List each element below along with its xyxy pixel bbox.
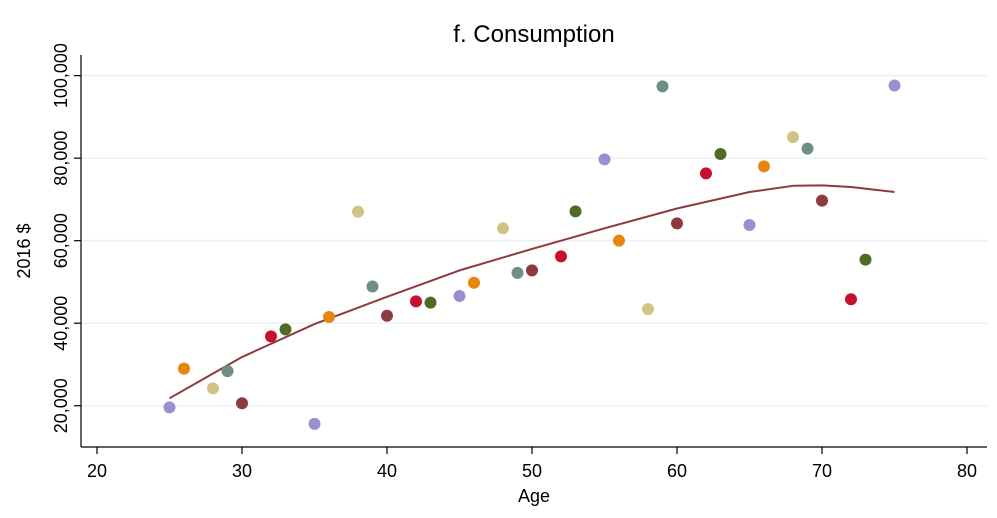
data-point [323, 311, 335, 324]
data-point [410, 295, 422, 308]
x-tick-label: 70 [812, 461, 832, 481]
y-axis-label: 2016 $ [14, 223, 34, 278]
grid [81, 74, 987, 407]
data-point [787, 131, 799, 144]
scatter-points [163, 79, 901, 430]
data-point [511, 266, 524, 279]
fit-line [169, 184, 895, 400]
data-point [671, 217, 683, 230]
y-tick-label: 80,000 [51, 131, 71, 186]
fit-line-group [169, 184, 895, 400]
data-point [308, 417, 321, 430]
data-point [352, 205, 364, 218]
y-tick-label: 40,000 [51, 296, 71, 351]
data-point [700, 167, 712, 180]
data-point [758, 160, 770, 173]
y-tick-label: 20,000 [51, 378, 71, 433]
y-axis-ticks: 20,000 40,000 60,000 80,000 100,000 [51, 43, 81, 433]
data-point [178, 362, 190, 375]
x-axis-label: Age [518, 486, 550, 506]
y-tick-label: 60,000 [51, 213, 71, 268]
data-point [555, 250, 567, 263]
data-point [642, 303, 654, 316]
x-axis-ticks: 20 30 40 50 60 70 80 [87, 447, 977, 481]
data-point [453, 289, 466, 302]
data-point [816, 194, 828, 207]
data-point [714, 148, 727, 161]
data-point [265, 330, 277, 343]
data-point [613, 234, 625, 247]
x-tick-label: 40 [377, 461, 397, 481]
data-point [845, 293, 857, 306]
data-point [569, 205, 582, 218]
data-point [801, 142, 814, 155]
data-point [163, 401, 176, 414]
x-tick-label: 80 [957, 461, 977, 481]
data-point [279, 323, 292, 336]
data-point [497, 222, 509, 235]
data-point [381, 309, 393, 322]
data-point [598, 153, 611, 166]
data-point [424, 296, 437, 309]
data-point [743, 219, 756, 232]
data-point [888, 79, 901, 92]
data-point [468, 276, 480, 289]
data-point [656, 80, 669, 93]
data-point [366, 280, 379, 293]
data-point [236, 397, 248, 410]
x-tick-label: 50 [522, 461, 542, 481]
x-tick-label: 20 [87, 461, 107, 481]
axes [80, 55, 987, 448]
data-point [207, 382, 219, 395]
data-point [221, 365, 234, 378]
x-tick-label: 60 [667, 461, 687, 481]
data-point [526, 264, 538, 277]
data-point [859, 253, 872, 266]
y-tick-label: 100,000 [51, 43, 71, 108]
chart-title: f. Consumption [453, 21, 614, 48]
x-tick-label: 30 [232, 461, 252, 481]
